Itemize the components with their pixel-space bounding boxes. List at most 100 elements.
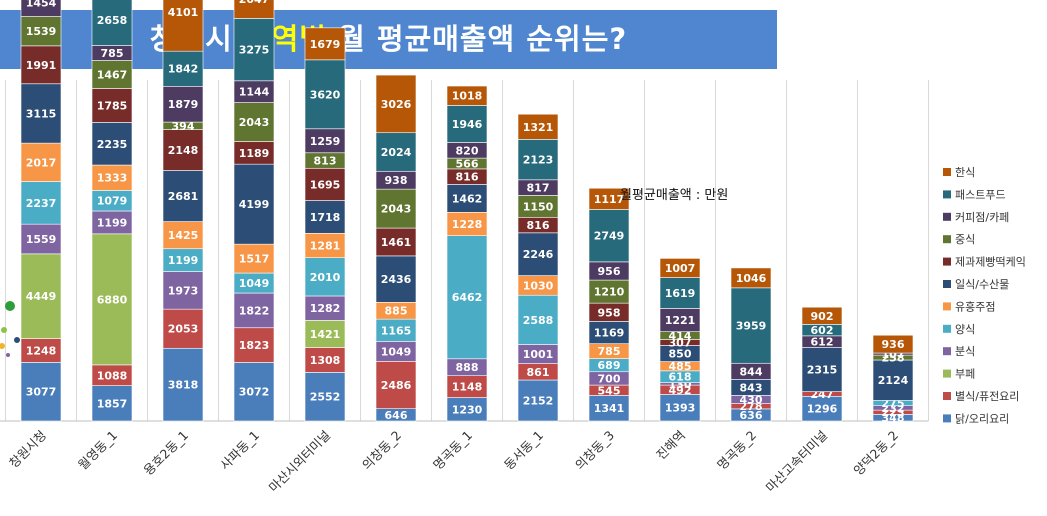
category-label: 월영동_1 <box>75 428 120 473</box>
category-label: 의창동_2 <box>359 428 404 473</box>
legend: 한식패스트푸드커피점/카페중식제과제빵떡케익일식/수산물유흥주점양식분식부페별식… <box>943 166 1026 425</box>
decorative-dot <box>14 337 20 343</box>
category-label: 의창동_3 <box>572 428 617 473</box>
data-label: 1857 <box>97 397 128 410</box>
bar-segment-패스트푸드 <box>304 59 346 130</box>
data-label: 2047 <box>239 0 270 6</box>
bar-segment-패스트푸드 <box>91 0 133 46</box>
data-label: 1150 <box>523 200 554 213</box>
bar-segment-중식 <box>375 188 417 229</box>
data-label: 6880 <box>97 293 128 306</box>
data-label: 3959 <box>736 320 767 333</box>
data-label: 2017 <box>26 156 57 169</box>
bar-segment-별식-퓨전요리 <box>375 361 417 409</box>
bar-segment-중식 <box>91 60 133 89</box>
data-label: 2436 <box>381 273 412 286</box>
legend-label: 유흥주점 <box>955 299 995 313</box>
category-label: 마산고속터미널 <box>763 428 831 496</box>
bar-segment-제과제빵떡케익 <box>375 227 417 257</box>
data-label: 1467 <box>97 68 128 81</box>
bar-segment-닭-오리요리 <box>20 362 62 422</box>
bars: 3077 1248 4449 1559 2237 2017 3115 1991 1539 1454… <box>20 0 914 425</box>
data-label: 2486 <box>381 379 412 392</box>
legend-swatch <box>943 235 951 244</box>
legend-item-유흥주점: 유흥주점 <box>943 299 995 313</box>
bar-segment-별식-퓨전요리 <box>233 327 275 363</box>
data-label: 956 <box>598 265 621 278</box>
data-label: 1785 <box>97 99 128 112</box>
legend-item-부페: 부페 <box>943 368 975 381</box>
data-label: 2246 <box>523 248 554 261</box>
legend-label: 부페 <box>955 368 975 381</box>
bar-stack-마산시외터미널: 2552 1308 1421 1282 2010 1281 1718 1695 813 1259 3… <box>304 27 346 422</box>
data-label: 1049 <box>381 345 412 358</box>
legend-swatch <box>943 190 951 199</box>
bar-segment-패스트푸드 <box>375 132 417 172</box>
legend-item-제과제빵떡케익: 제과제빵떡케익 <box>943 256 1026 269</box>
legend-item-별식-퓨전요리: 별식/퓨전요리 <box>943 390 1019 403</box>
legend-swatch <box>943 302 951 311</box>
data-label: 1823 <box>239 339 270 352</box>
legend-label: 커피점/카페 <box>955 211 1009 224</box>
bar-segment-부페 <box>20 253 62 339</box>
category-label: 진해역 <box>653 428 688 463</box>
bar-segment-분식 <box>233 292 275 329</box>
data-label: 1079 <box>97 195 128 208</box>
data-label: 2152 <box>523 395 554 408</box>
data-label: 1248 <box>26 344 57 357</box>
bar-segment-제과제빵떡케익 <box>91 88 133 123</box>
data-label: 850 <box>669 348 692 361</box>
legend-label: 별식/퓨전요리 <box>955 390 1019 403</box>
bar-segment-닭-오리요리 <box>233 362 275 422</box>
data-label: 2237 <box>26 197 57 210</box>
data-label: 700 <box>598 372 621 385</box>
legend-item-중식: 중식 <box>943 233 975 246</box>
category-label: 용호2동_1 <box>140 428 191 479</box>
data-label: 1199 <box>168 254 199 267</box>
bar-segment-패스트푸드 <box>659 277 701 309</box>
bar-stack-용호2동_1: 3818 2053 1973 1199 1425 2681 2148 394 1879 1842 4… <box>162 0 204 422</box>
legend-label: 분식 <box>955 345 975 358</box>
data-label: 545 <box>598 384 621 397</box>
bar-segment-일식-수산물 <box>375 255 417 303</box>
bar-segment-부페 <box>304 320 346 348</box>
data-label: 1879 <box>168 98 199 111</box>
legend-item-닭-오리요리: 닭/오리요리 <box>943 412 1009 425</box>
bar-segment-커피점-카페 <box>20 0 62 17</box>
data-label: 6462 <box>452 291 483 304</box>
legend-swatch <box>943 324 951 333</box>
legend-swatch <box>943 347 951 356</box>
bar-segment-일식-수산물 <box>162 170 204 222</box>
legend-label: 중식 <box>955 233 975 246</box>
data-label: 785 <box>101 47 124 60</box>
data-label: 414 <box>669 330 692 343</box>
decorative-dot <box>1 327 7 333</box>
category-label: 양덕2동_2 <box>850 428 901 479</box>
data-label: 1454 <box>26 0 57 10</box>
data-label: 689 <box>598 359 621 372</box>
data-label: 1221 <box>665 314 696 327</box>
bar-stack-월영동_1: 1857 1088 6880 1199 1079 1333 2235 1785 1467 785 2… <box>91 0 133 422</box>
legend-item-일식-수산물: 일식/수산물 <box>943 277 1009 291</box>
bar-segment-제과제빵떡케익 <box>20 45 62 85</box>
data-label: 1296 <box>807 403 838 416</box>
legend-swatch <box>943 414 951 423</box>
data-label: 394 <box>172 120 195 133</box>
data-label: 566 <box>456 158 479 171</box>
data-label: 2658 <box>97 14 128 27</box>
category-label: 명곡동_1 <box>430 428 475 473</box>
data-label: 938 <box>385 174 408 187</box>
category-label: 명곡동_2 <box>714 428 759 473</box>
bar-stack-동서동_1: 2152 861 1001 2588 1030 2246 816 1150 817 2123 132… <box>517 113 559 422</box>
decorative-dot <box>6 353 10 357</box>
data-label: 1148 <box>452 381 483 394</box>
category-label: 창원시청 <box>6 428 49 471</box>
data-label: 2315 <box>807 364 838 377</box>
bar-segment-일식-수산물 <box>20 83 62 144</box>
bar-segment-유흥주점 <box>20 142 62 182</box>
legend-label: 패스트푸드 <box>955 188 1006 201</box>
bar-segment-양식 <box>446 235 488 360</box>
data-label: 1425 <box>168 229 199 242</box>
data-label: 1001 <box>523 348 554 361</box>
